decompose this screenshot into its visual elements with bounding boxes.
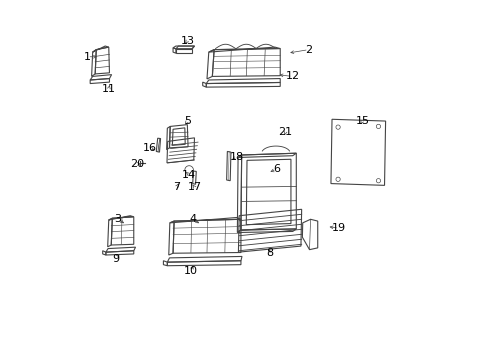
Text: 6: 6 (273, 164, 280, 174)
Text: 17: 17 (187, 182, 201, 192)
Text: 15: 15 (355, 116, 368, 126)
Text: 3: 3 (114, 214, 121, 224)
Text: 20: 20 (130, 159, 144, 169)
Text: 18: 18 (230, 152, 244, 162)
Text: 9: 9 (112, 253, 119, 264)
Text: 21: 21 (278, 127, 292, 137)
Text: 12: 12 (285, 71, 299, 81)
Text: 16: 16 (142, 143, 157, 153)
Text: 13: 13 (180, 36, 194, 46)
Text: 19: 19 (331, 223, 346, 233)
Text: 11: 11 (102, 84, 116, 94)
Text: 10: 10 (183, 266, 198, 276)
Text: 2: 2 (305, 45, 312, 55)
Text: 5: 5 (183, 116, 190, 126)
Text: 7: 7 (173, 182, 180, 192)
Text: 4: 4 (189, 214, 196, 224)
Text: 8: 8 (265, 248, 272, 258)
Text: 1: 1 (83, 52, 91, 62)
Text: 14: 14 (182, 170, 196, 180)
